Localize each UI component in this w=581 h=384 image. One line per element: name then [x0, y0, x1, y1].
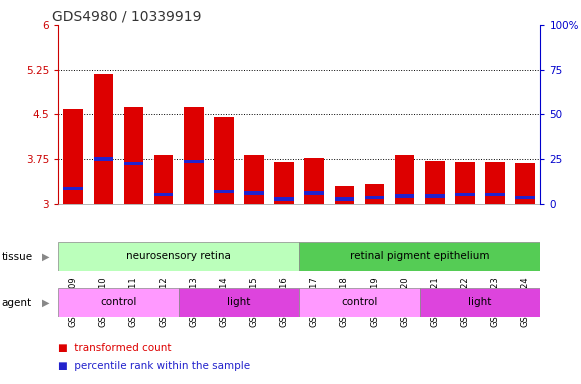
Text: light: light [468, 297, 492, 308]
Text: control: control [341, 297, 378, 308]
Text: ▶: ▶ [42, 298, 49, 308]
Bar [154, 155, 173, 204]
Text: GSM928124: GSM928124 [521, 276, 530, 327]
Text: GSM928121: GSM928121 [431, 276, 439, 327]
Bar [58, 288, 179, 317]
Bar [244, 191, 264, 195]
Text: ■  percentile rank within the sample: ■ percentile rank within the sample [58, 361, 250, 371]
Text: GSM928109: GSM928109 [69, 276, 78, 327]
Bar [395, 155, 414, 204]
Bar [274, 197, 294, 200]
Text: GSM928114: GSM928114 [220, 276, 228, 327]
Bar [335, 186, 354, 204]
Bar [58, 242, 299, 271]
Bar [335, 197, 354, 200]
Bar [485, 162, 505, 204]
Bar [304, 158, 324, 204]
Text: GDS4980 / 10339919: GDS4980 / 10339919 [52, 10, 202, 23]
Bar [124, 106, 144, 204]
Bar [365, 196, 385, 199]
Text: GSM928113: GSM928113 [189, 276, 198, 327]
Bar [299, 288, 420, 317]
Bar [214, 190, 234, 193]
Bar [485, 193, 505, 196]
Bar [425, 194, 444, 198]
Text: retinal pigment epithelium: retinal pigment epithelium [350, 251, 490, 262]
Text: agent: agent [2, 298, 32, 308]
Text: neurosensory retina: neurosensory retina [126, 251, 231, 262]
Text: ▶: ▶ [42, 252, 49, 262]
Text: GSM928118: GSM928118 [340, 276, 349, 327]
Bar [515, 196, 535, 199]
Bar [124, 162, 144, 165]
Text: GSM928120: GSM928120 [400, 276, 409, 327]
Bar [299, 242, 540, 271]
Bar [455, 193, 475, 196]
Bar [179, 288, 299, 317]
Bar [515, 163, 535, 204]
Text: GSM928110: GSM928110 [99, 276, 108, 327]
Text: GSM928115: GSM928115 [249, 276, 259, 327]
Bar [94, 74, 113, 204]
Text: tissue: tissue [2, 252, 33, 262]
Bar [425, 161, 444, 204]
Bar [304, 191, 324, 195]
Text: GSM928111: GSM928111 [129, 276, 138, 327]
Text: GSM928122: GSM928122 [461, 276, 469, 327]
Text: ■  transformed count: ■ transformed count [58, 343, 171, 353]
Bar [395, 194, 414, 198]
Text: GSM928112: GSM928112 [159, 276, 168, 327]
Text: GSM928117: GSM928117 [310, 276, 319, 327]
Bar [94, 157, 113, 161]
Text: light: light [227, 297, 250, 308]
Text: GSM928119: GSM928119 [370, 276, 379, 327]
Bar [244, 155, 264, 204]
Bar [455, 162, 475, 204]
Bar [365, 184, 385, 204]
Bar [274, 162, 294, 204]
Text: GSM928116: GSM928116 [279, 276, 289, 327]
Text: GSM928123: GSM928123 [490, 276, 500, 327]
Bar [184, 107, 203, 204]
Bar [154, 193, 173, 196]
Bar [63, 109, 83, 204]
Bar [63, 187, 83, 190]
Bar [184, 160, 203, 163]
Text: control: control [100, 297, 137, 308]
Bar [214, 117, 234, 204]
Bar [420, 288, 540, 317]
